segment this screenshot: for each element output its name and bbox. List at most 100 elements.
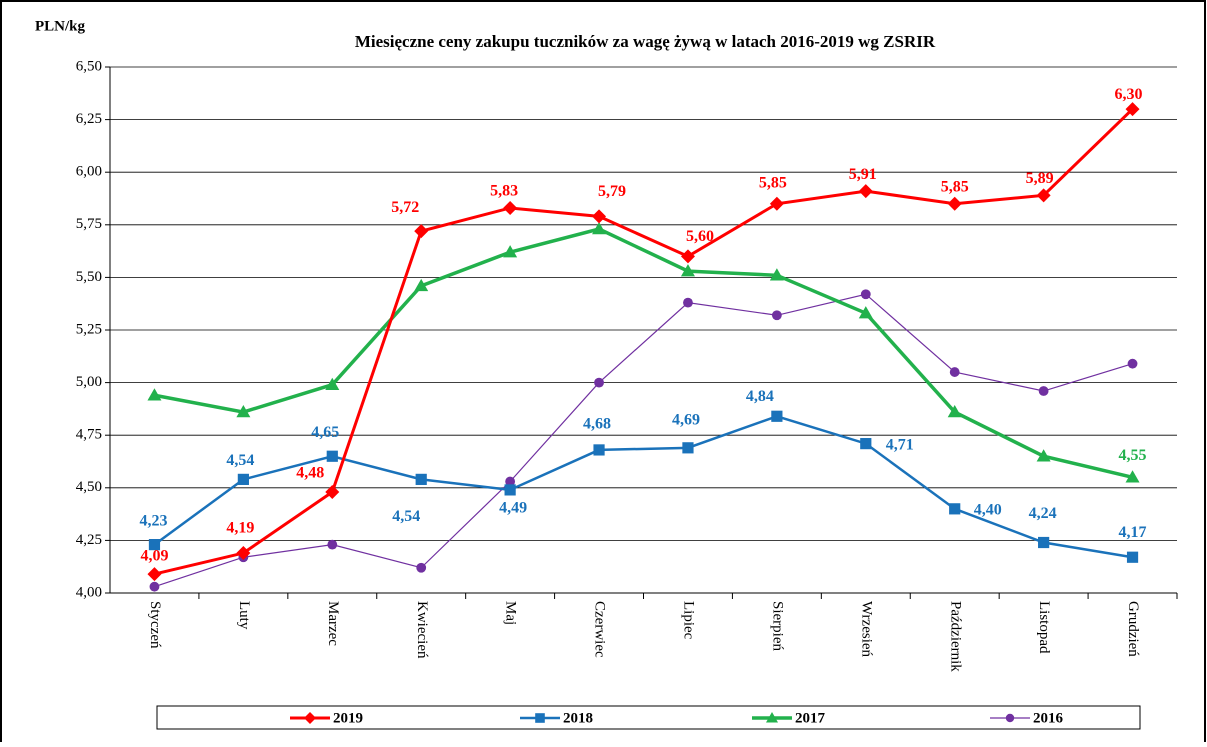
data-point [1125, 470, 1140, 483]
data-point [414, 224, 429, 239]
chart-title: Miesięczne ceny zakupu tuczników za wagę… [355, 32, 936, 51]
data-label: 5,79 [598, 183, 626, 200]
data-label: 5,89 [1026, 170, 1054, 187]
data-label: 4,71 [886, 436, 914, 453]
legend-label: 2017 [795, 710, 826, 726]
y-tick-label: 4,00 [76, 584, 102, 600]
data-point [416, 562, 427, 573]
data-label: 4,68 [583, 416, 611, 433]
y-tick-label: 4,50 [76, 479, 102, 495]
data-point [949, 367, 960, 377]
data-point [858, 306, 873, 319]
data-label: 4,65 [311, 424, 339, 441]
data-point [1126, 551, 1139, 563]
x-tick-label: Czerwiec [592, 601, 608, 658]
data-point [947, 196, 962, 211]
data-label: 4,69 [672, 411, 700, 428]
data-point [1038, 386, 1049, 396]
y-tick-label: 5,75 [76, 216, 102, 232]
data-label: 4,19 [226, 520, 254, 537]
x-tick-label: Kwiecień [414, 601, 430, 659]
data-point [860, 438, 872, 450]
data-label: 4,24 [1029, 505, 1057, 522]
data-label: 6,30 [1115, 86, 1143, 103]
data-label: 4,49 [499, 500, 527, 517]
data-point [680, 249, 695, 264]
y-tick-label: 4,75 [76, 427, 102, 443]
data-point [325, 377, 340, 390]
data-label: 4,48 [296, 465, 324, 482]
x-tick-label: Październik [947, 601, 963, 672]
data-label: 4,40 [974, 502, 1002, 519]
data-point [769, 268, 784, 281]
data-point [949, 503, 961, 515]
data-point [771, 310, 782, 321]
x-tick-label: Grudzień [1125, 601, 1141, 657]
y-tick-label: 4,25 [76, 532, 102, 548]
y-tick-label: 5,25 [76, 321, 102, 337]
data-point [858, 184, 873, 199]
y-tick-label: 6,00 [76, 164, 102, 180]
y-tick-label: 6,50 [76, 58, 102, 74]
data-label: 5,91 [849, 166, 877, 183]
data-label: 4,54 [226, 452, 254, 469]
data-label: 5,85 [759, 174, 787, 191]
x-tick-label: Sierpień [769, 601, 785, 651]
series-line [154, 293, 1133, 588]
data-point [682, 442, 694, 454]
data-point [680, 264, 695, 277]
data-point [503, 245, 518, 258]
data-point [947, 405, 962, 418]
legend-marker [766, 712, 778, 723]
data-label: 4,84 [746, 388, 774, 405]
data-label: 4,17 [1119, 524, 1147, 541]
x-tick-label: Lipiec [681, 601, 697, 640]
x-tick-label: Marzec [325, 601, 341, 646]
series-line [154, 108, 1134, 576]
data-point [147, 567, 162, 582]
legend-marker [535, 713, 545, 723]
data-label: 4,54 [392, 508, 420, 525]
data-point [236, 405, 251, 418]
data-point [594, 377, 604, 388]
legend-marker [1005, 713, 1015, 723]
data-label: 5,72 [391, 199, 419, 216]
legend-label: 2018 [563, 710, 593, 726]
y-tick-label: 6,25 [76, 111, 102, 127]
data-point [148, 539, 161, 551]
data-point [505, 476, 516, 487]
data-point [1038, 536, 1050, 549]
data-label: 4,55 [1119, 447, 1147, 464]
x-tick-label: Maj [503, 601, 519, 625]
data-point [149, 581, 160, 592]
data-label: 5,60 [686, 228, 714, 245]
data-label: 5,83 [490, 183, 518, 200]
data-point [237, 473, 249, 485]
x-tick-label: Wrzesień [858, 601, 874, 658]
y-axis-label: PLN/kg [35, 18, 86, 34]
data-point [236, 546, 251, 561]
data-point [327, 539, 338, 550]
data-point [592, 222, 607, 235]
series-line [153, 414, 1133, 559]
data-point [414, 278, 429, 292]
data-point [1036, 449, 1051, 462]
data-point [504, 484, 516, 496]
data-point [326, 450, 338, 462]
legend-label: 2019 [333, 710, 363, 726]
data-point [1125, 102, 1140, 117]
legend-marker [304, 712, 316, 724]
series-line [154, 227, 1133, 479]
data-point [415, 473, 427, 485]
legend-label: 2016 [1033, 710, 1064, 726]
legend-box [156, 705, 1141, 730]
data-point [1127, 358, 1138, 369]
x-tick-label: Luty [236, 601, 252, 630]
data-point [771, 410, 783, 422]
y-tick-label: 5,50 [76, 269, 102, 285]
data-point [503, 200, 518, 215]
data-point [147, 388, 162, 401]
y-tick-label: 5,00 [76, 374, 102, 390]
